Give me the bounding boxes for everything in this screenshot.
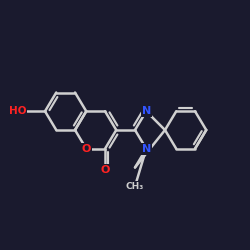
Text: N: N xyxy=(142,106,151,116)
Text: CH₃: CH₃ xyxy=(126,182,144,191)
Text: O: O xyxy=(82,144,91,154)
Text: O: O xyxy=(100,165,110,175)
Text: N: N xyxy=(142,144,151,154)
Text: HO: HO xyxy=(9,106,26,116)
